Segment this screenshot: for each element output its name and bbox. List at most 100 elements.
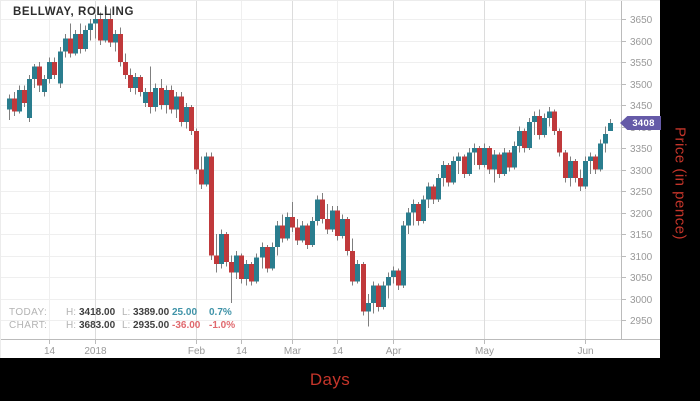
candle-body bbox=[164, 89, 169, 105]
candle-body bbox=[330, 210, 335, 230]
candle-body bbox=[462, 156, 467, 174]
chart-title: BELLWAY, ROLLING bbox=[13, 6, 134, 18]
candle-body bbox=[265, 246, 270, 269]
today-high-value: 3418.00 bbox=[79, 307, 116, 318]
candle-body bbox=[290, 216, 295, 228]
candle-body bbox=[138, 77, 143, 93]
candle-body bbox=[133, 77, 138, 88]
candle-body bbox=[275, 225, 280, 247]
candle-body bbox=[32, 66, 37, 80]
price-tick-label: 3650 bbox=[630, 15, 653, 26]
candle-body bbox=[7, 98, 12, 110]
candle-body bbox=[361, 264, 366, 312]
candle-body bbox=[209, 156, 214, 256]
date-tick-label: Apr bbox=[386, 346, 402, 357]
candle-body bbox=[148, 92, 153, 108]
candle-body bbox=[300, 225, 305, 241]
candle-body bbox=[249, 264, 254, 282]
candle-body bbox=[214, 255, 219, 265]
candle-body bbox=[497, 154, 502, 174]
candle-body bbox=[234, 255, 239, 273]
candle-body bbox=[401, 225, 406, 286]
candle-body bbox=[441, 165, 446, 179]
candle-body bbox=[391, 270, 396, 277]
candle-body bbox=[456, 156, 461, 161]
chart-change-pct: -1.0% bbox=[209, 320, 236, 331]
candle-body bbox=[27, 79, 32, 118]
candle-body bbox=[305, 225, 310, 245]
candle-body bbox=[451, 160, 456, 183]
candle-body bbox=[467, 152, 472, 174]
candle-body bbox=[527, 122, 532, 148]
candle-body bbox=[376, 285, 381, 308]
chart-high-value: 3683.00 bbox=[79, 320, 116, 331]
candle-body bbox=[487, 148, 492, 170]
candle-body bbox=[517, 130, 522, 146]
candle-body bbox=[563, 152, 568, 179]
chart-low-value: 2935.00 bbox=[133, 320, 170, 331]
candle-body bbox=[224, 234, 229, 262]
candle-body bbox=[320, 199, 325, 219]
candle-body bbox=[143, 92, 148, 103]
candle-body bbox=[608, 123, 613, 131]
candle-body bbox=[52, 62, 57, 75]
candle-body bbox=[537, 115, 542, 136]
candle-body bbox=[169, 89, 174, 110]
y-axis-title: Price (in pence) bbox=[671, 126, 689, 241]
candle-body bbox=[366, 302, 371, 312]
candle-body bbox=[431, 186, 436, 200]
price-tick-label: 3050 bbox=[630, 273, 653, 284]
candle-body bbox=[568, 160, 573, 179]
candle-body bbox=[78, 34, 83, 50]
stats-row-today: TODAY: H: 3418.00 L: 3389.00 25.00 0.7% bbox=[9, 306, 269, 319]
candle-body bbox=[113, 34, 118, 43]
chart-change: -36.00 bbox=[172, 320, 201, 331]
candle-body bbox=[472, 148, 477, 153]
today-low-key: L: bbox=[122, 307, 131, 318]
today-low-value: 3389.00 bbox=[133, 307, 170, 318]
candle-body bbox=[189, 107, 194, 131]
candle-body bbox=[22, 89, 27, 103]
price-tick-label: 3000 bbox=[630, 295, 653, 306]
candle-body bbox=[406, 212, 411, 226]
candle-body bbox=[335, 210, 340, 237]
candle-body bbox=[588, 156, 593, 161]
bottom-axis-title-strip: Days bbox=[0, 358, 660, 401]
candle-body bbox=[118, 34, 123, 62]
stats-row-chart: CHART: H: 3683.00 L: 2935.00 -36.00 -1.0… bbox=[9, 319, 269, 332]
candle-body bbox=[310, 221, 315, 245]
date-tick-label: 14 bbox=[332, 346, 344, 357]
candle-body bbox=[12, 98, 17, 112]
candle-body bbox=[381, 285, 386, 308]
candle-body bbox=[416, 203, 421, 222]
last-price-badge: 3408 bbox=[620, 116, 661, 130]
candle-body bbox=[345, 218, 350, 252]
candle-body bbox=[315, 199, 320, 222]
today-high-key: H: bbox=[66, 307, 76, 318]
date-tick-label: May bbox=[475, 346, 494, 357]
candle-body bbox=[532, 115, 537, 123]
candle-body bbox=[98, 19, 103, 41]
candle-body bbox=[325, 218, 330, 230]
candle-body bbox=[244, 264, 249, 280]
candle-body bbox=[73, 34, 78, 54]
candle-body bbox=[254, 257, 259, 282]
price-tick-label: 3600 bbox=[630, 37, 653, 48]
candle-body bbox=[174, 96, 179, 110]
candle-body bbox=[355, 264, 360, 282]
candle-body bbox=[194, 130, 199, 170]
date-tick-label: Feb bbox=[188, 346, 206, 357]
candle-body bbox=[507, 152, 512, 168]
candle-body bbox=[512, 145, 517, 168]
candle-body bbox=[436, 178, 441, 200]
candle-body bbox=[285, 216, 290, 239]
candle-body bbox=[396, 270, 401, 286]
date-tick-label: 2018 bbox=[84, 346, 107, 357]
candle-body bbox=[123, 62, 128, 75]
candle-body bbox=[492, 154, 497, 170]
candle-body bbox=[229, 261, 234, 273]
candle-body bbox=[583, 160, 588, 187]
candle-body bbox=[552, 111, 557, 131]
price-tick-label: 3100 bbox=[630, 252, 653, 263]
candle-body bbox=[542, 117, 547, 136]
